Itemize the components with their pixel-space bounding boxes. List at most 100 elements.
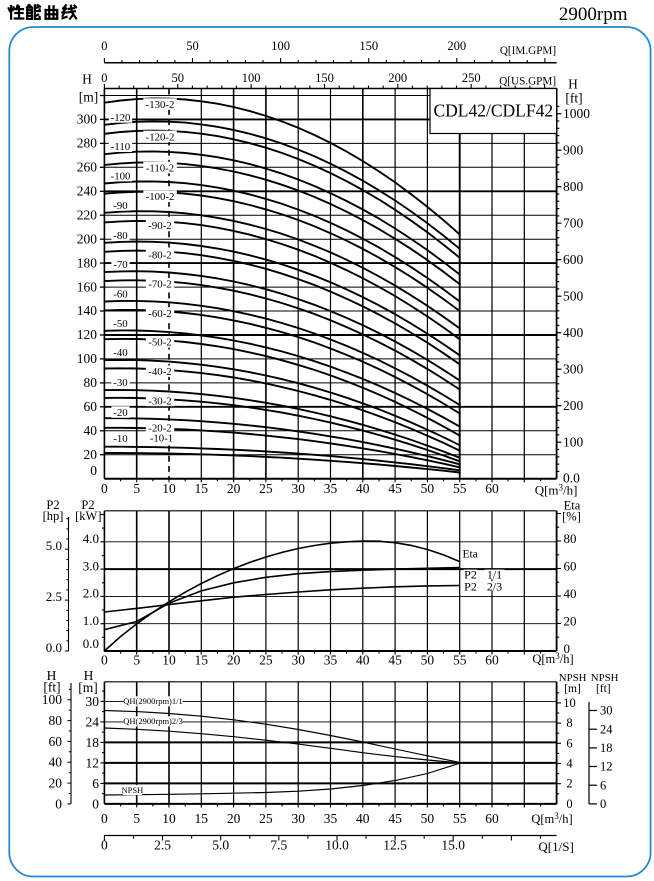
svg-text:QH(2900rpm)1/1: QH(2900rpm)1/1 <box>123 696 183 706</box>
svg-text:40: 40 <box>356 653 370 668</box>
svg-text:60: 60 <box>564 559 577 574</box>
svg-text:H: H <box>47 668 57 683</box>
svg-text:40: 40 <box>356 481 370 496</box>
svg-text:100: 100 <box>77 351 98 366</box>
svg-text:0: 0 <box>101 71 107 85</box>
svg-text:35: 35 <box>324 811 338 826</box>
svg-text:60: 60 <box>485 481 499 496</box>
svg-text:20: 20 <box>84 447 98 462</box>
svg-text:60: 60 <box>49 734 63 749</box>
svg-text:80: 80 <box>49 713 63 728</box>
svg-text:-60-2: -60-2 <box>148 308 171 320</box>
svg-text:-70-2: -70-2 <box>148 279 171 291</box>
svg-text:[m]: [m] <box>79 90 99 105</box>
svg-text:P2: P2 <box>464 568 477 582</box>
svg-text:100: 100 <box>563 434 584 449</box>
svg-text:24: 24 <box>600 722 613 736</box>
svg-text:1.0: 1.0 <box>83 613 99 628</box>
svg-text:0.0: 0.0 <box>563 471 580 486</box>
svg-text:[ft]: [ft] <box>596 683 611 695</box>
svg-text:Q[m3/h]: Q[m3/h] <box>531 811 572 826</box>
svg-text:15: 15 <box>195 811 209 826</box>
svg-text:4: 4 <box>566 757 573 771</box>
svg-text:Eta: Eta <box>564 499 581 513</box>
svg-text:25: 25 <box>259 811 273 826</box>
svg-text:-30-2: -30-2 <box>148 395 171 407</box>
svg-text:20: 20 <box>49 776 63 791</box>
svg-text:Q[m3/h]: Q[m3/h] <box>535 483 578 498</box>
svg-text:Q[IM.GPM]: Q[IM.GPM] <box>500 45 556 57</box>
svg-text:20: 20 <box>227 481 241 496</box>
svg-text:200: 200 <box>388 71 407 85</box>
svg-text:45: 45 <box>388 811 402 826</box>
svg-text:0: 0 <box>55 796 62 811</box>
svg-text:50: 50 <box>421 653 435 668</box>
svg-text:-50: -50 <box>113 318 127 330</box>
svg-text:Q[1/S]: Q[1/S] <box>538 839 573 854</box>
svg-text:0: 0 <box>101 39 107 53</box>
svg-text:Q[m3/h]: Q[m3/h] <box>532 651 573 666</box>
svg-text:600: 600 <box>563 252 584 267</box>
svg-text:160: 160 <box>77 279 98 294</box>
svg-text:100: 100 <box>42 692 63 707</box>
svg-text:30: 30 <box>291 481 305 496</box>
svg-text:H: H <box>82 72 92 87</box>
svg-text:25: 25 <box>259 481 273 496</box>
svg-text:5.0: 5.0 <box>212 838 229 853</box>
svg-text:300: 300 <box>77 112 98 127</box>
svg-text:15: 15 <box>195 481 209 496</box>
svg-text:40: 40 <box>49 755 63 770</box>
svg-text:120: 120 <box>77 327 98 342</box>
svg-text:-110: -110 <box>111 141 130 153</box>
svg-text:P2: P2 <box>81 498 94 512</box>
svg-text:NPSH: NPSH <box>559 672 587 684</box>
svg-text:QH(2900rpm)2/3: QH(2900rpm)2/3 <box>123 716 183 726</box>
svg-text:10: 10 <box>162 811 176 826</box>
svg-text:0.0: 0.0 <box>83 636 99 651</box>
svg-text:280: 280 <box>77 136 98 151</box>
svg-text:0: 0 <box>600 797 606 811</box>
svg-text:0.0: 0.0 <box>46 640 62 655</box>
svg-text:4.0: 4.0 <box>83 531 99 546</box>
svg-text:-40: -40 <box>113 347 127 359</box>
svg-text:200: 200 <box>77 231 98 246</box>
svg-text:0: 0 <box>101 811 108 826</box>
svg-text:30: 30 <box>600 704 613 718</box>
svg-text:6: 6 <box>92 776 99 791</box>
svg-text:30: 30 <box>291 811 305 826</box>
svg-text:35: 35 <box>324 481 338 496</box>
svg-text:20: 20 <box>564 614 577 629</box>
svg-text:[ft]: [ft] <box>565 91 582 106</box>
svg-text:12: 12 <box>600 760 613 774</box>
svg-text:60: 60 <box>84 399 98 414</box>
svg-text:800: 800 <box>563 179 584 194</box>
svg-text:-10: -10 <box>113 433 127 445</box>
svg-text:6: 6 <box>600 778 606 792</box>
svg-text:30: 30 <box>291 653 305 668</box>
svg-text:50: 50 <box>186 39 199 53</box>
svg-text:5: 5 <box>133 481 140 496</box>
svg-text:150: 150 <box>359 39 378 53</box>
svg-text:[m]: [m] <box>78 680 98 695</box>
svg-text:10: 10 <box>162 653 176 668</box>
svg-text:45: 45 <box>388 481 402 496</box>
svg-text:18: 18 <box>86 735 100 750</box>
svg-text:P2: P2 <box>464 579 477 593</box>
svg-text:40: 40 <box>356 811 370 826</box>
svg-text:0: 0 <box>566 797 572 811</box>
svg-text:-90-2: -90-2 <box>148 220 171 232</box>
svg-text:-80-2: -80-2 <box>148 249 171 261</box>
svg-text:55: 55 <box>453 811 467 826</box>
svg-text:50: 50 <box>172 71 185 85</box>
svg-text:25: 25 <box>259 653 273 668</box>
svg-text:-90: -90 <box>113 200 127 212</box>
svg-text:[kW]: [kW] <box>75 509 101 523</box>
svg-text:7.5: 7.5 <box>270 838 287 853</box>
svg-text:0: 0 <box>101 653 108 668</box>
svg-text:0: 0 <box>564 641 571 656</box>
svg-text:20: 20 <box>227 811 241 826</box>
svg-text:3.0: 3.0 <box>83 558 99 573</box>
svg-text:0: 0 <box>92 796 99 811</box>
svg-text:10.0: 10.0 <box>325 838 349 853</box>
svg-text:200: 200 <box>447 39 466 53</box>
